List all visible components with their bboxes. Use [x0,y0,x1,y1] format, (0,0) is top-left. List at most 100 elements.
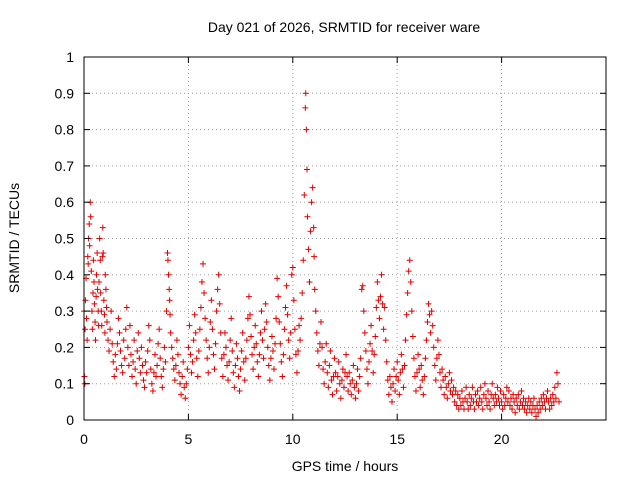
data-point [289,264,296,271]
data-point [161,344,168,351]
data-point [176,369,183,376]
data-point [242,355,249,362]
data-point [137,369,144,376]
data-point [414,369,421,376]
data-point [222,344,229,351]
data-point [166,286,173,293]
data-point [487,406,494,413]
data-point [356,373,363,380]
data-point [327,348,334,355]
data-point [358,286,365,293]
data-point [536,398,543,405]
data-point [91,300,98,307]
data-point [423,337,430,344]
y-tick-label: 0.5 [55,231,75,247]
data-point [343,351,350,358]
data-point [101,311,108,318]
data-point [109,340,116,347]
data-point [427,329,434,336]
data-point [122,326,129,333]
data-point [126,322,133,329]
data-point [198,279,205,286]
data-point [496,402,503,409]
data-point [108,308,115,315]
data-point [523,409,530,416]
data-point [283,282,290,289]
data-point [296,322,303,329]
data-point [84,253,91,260]
data-point [234,355,241,362]
data-point [373,304,380,311]
data-point [422,355,429,362]
y-axis-label: SRMTID / TECUs [6,183,22,293]
data-point [140,377,147,384]
data-point [135,329,142,336]
data-point [359,282,366,289]
data-point [124,344,131,351]
data-point [395,377,402,384]
data-point [468,395,475,402]
data-point [92,318,99,325]
data-point [212,340,219,347]
data-point [540,391,547,398]
data-point [489,380,496,387]
data-point [244,315,251,322]
data-point [530,395,537,402]
data-point [82,297,89,304]
data-point [372,333,379,340]
data-point [179,373,186,380]
data-point [220,351,227,358]
data-point [148,380,155,387]
data-point [174,351,181,358]
data-point [405,268,412,275]
y-tick-label: 1 [66,49,74,65]
data-point [439,366,446,373]
data-point [315,362,322,369]
data-point [411,373,418,380]
data-point [433,355,440,362]
data-point [366,358,373,365]
data-point [221,329,228,336]
data-point [553,369,560,376]
data-point [548,402,555,409]
data-point [188,369,195,376]
data-point [229,348,236,355]
data-point [444,395,451,402]
data-point [498,398,505,405]
data-point [421,373,428,380]
data-point [264,344,271,351]
data-point [86,242,93,249]
data-point [442,373,449,380]
data-point [317,318,324,325]
data-point [105,337,112,344]
data-point [434,337,441,344]
data-point [250,366,257,373]
data-point [196,326,203,333]
data-point [398,351,405,358]
gridlines [84,57,606,420]
data-point [376,315,383,322]
data-point [546,406,553,413]
data-point [187,351,194,358]
data-point [478,398,485,405]
chart-title: Day 021 of 2026, SRMTID for receiver war… [208,19,481,35]
data-point [429,322,436,329]
data-point [368,322,375,329]
data-point [191,311,198,318]
data-point [248,333,255,340]
data-point [177,380,184,387]
data-point [226,358,233,365]
data-point [153,373,160,380]
data-point [396,391,403,398]
data-point [440,377,447,384]
data-point [400,384,407,391]
data-points [81,90,563,420]
data-point [97,257,104,264]
data-point [257,329,264,336]
data-point [169,355,176,362]
data-point [550,398,557,405]
data-point [352,395,359,402]
data-point [513,395,520,402]
data-point [321,380,328,387]
